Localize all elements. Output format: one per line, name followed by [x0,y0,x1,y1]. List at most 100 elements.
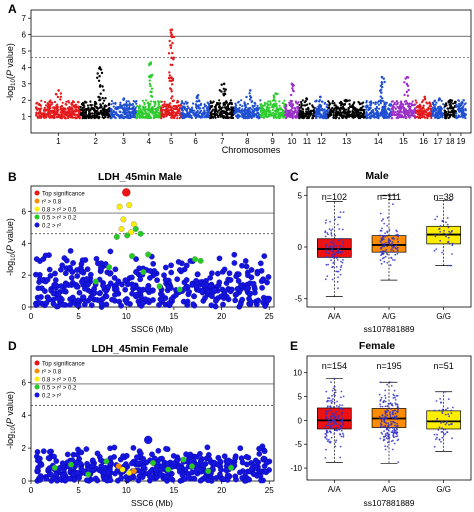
sample-point [342,423,345,426]
snp-point [63,117,67,120]
sample-point [391,404,394,407]
snp-point [265,274,272,280]
sample-point [451,229,453,232]
snp-point [96,107,99,110]
snp-point [319,116,322,119]
snp-point [144,99,148,102]
snp-point [80,294,87,301]
y-tick-label: -5 [295,440,303,449]
sample-point [393,428,396,431]
snp-point [428,112,431,115]
snp-point [455,105,458,108]
ld-snp-point [51,464,58,471]
snp-point [211,109,214,112]
snp-point [336,113,339,116]
snp-point [429,105,433,108]
snp-point [96,72,99,75]
sample-point [396,246,399,249]
snp-point [125,113,128,116]
snp-point [39,114,42,117]
snp-point [296,110,299,113]
sample-point [385,437,388,439]
snp-point [381,85,384,89]
sample-point [337,216,340,219]
snp-point [128,102,131,105]
snp-point [225,458,231,465]
peak-snp-point [170,28,173,32]
sample-point [331,398,334,400]
sample-point [383,418,385,421]
snp-point [364,108,367,111]
snp-point [91,114,94,117]
sample-point [336,280,339,283]
snp-point [317,108,320,111]
snp-point [74,267,80,273]
sample-point [440,440,442,443]
x-tick-label: 4 [147,137,152,146]
snp-point [362,108,365,112]
snp-point [172,35,176,39]
snp-point [199,110,202,113]
snp-point [180,115,183,119]
snp-point [174,105,177,108]
snp-point [423,115,426,118]
sample-point [436,433,438,436]
snp-point [236,113,239,116]
sample-point [326,275,329,277]
legend-label: r² > 0.8 [42,369,62,375]
snp-point [397,112,400,115]
snp-point [263,112,266,115]
snp-point [154,102,157,105]
snp-point [160,100,163,103]
sample-point [330,409,332,411]
snp-point [209,293,215,300]
snp-point [341,105,345,108]
snp-point [219,110,223,113]
sample-point [337,416,340,419]
legend-label: r² > 0.8 [42,199,62,205]
chromosome-9-points [259,92,286,120]
peak-snp-point [405,75,409,79]
snp-point [241,105,244,108]
snp-point [176,105,179,108]
sample-point [379,212,382,215]
snp-point [333,102,336,105]
snp-point [288,112,291,115]
panel-label-a: A [8,2,17,16]
sample-point [379,234,381,237]
snp-point [299,112,302,115]
x-tick-label: 1 [56,137,61,146]
snp-point [181,285,188,292]
sample-point [380,247,382,250]
snp-point [315,110,318,113]
snp-point [257,112,260,115]
x-tick-label: 20 [217,312,226,321]
ld-snp-point [92,278,99,285]
snp-point [244,117,247,120]
snp-point [390,107,393,110]
sample-point [396,233,399,236]
snp-point [428,107,431,110]
snp-point [206,106,209,109]
snp-point [206,456,213,463]
snp-point [55,111,59,114]
sample-point [332,251,335,254]
sample-point [392,259,394,261]
snp-point [426,102,429,105]
sample-point [396,252,399,255]
snp-point [304,100,307,103]
sample-point [388,441,390,443]
snp-point [44,104,48,107]
sample-point [338,423,341,426]
snp-point [387,115,390,118]
snp-point [198,100,201,103]
sample-point [390,407,392,410]
snp-point [298,115,301,119]
snp-point [407,88,410,92]
snp-point [450,110,453,114]
snp-point [285,113,288,116]
snp-point [177,112,180,115]
snp-point [449,104,453,107]
snp-point [83,108,86,112]
sample-point [389,381,391,384]
